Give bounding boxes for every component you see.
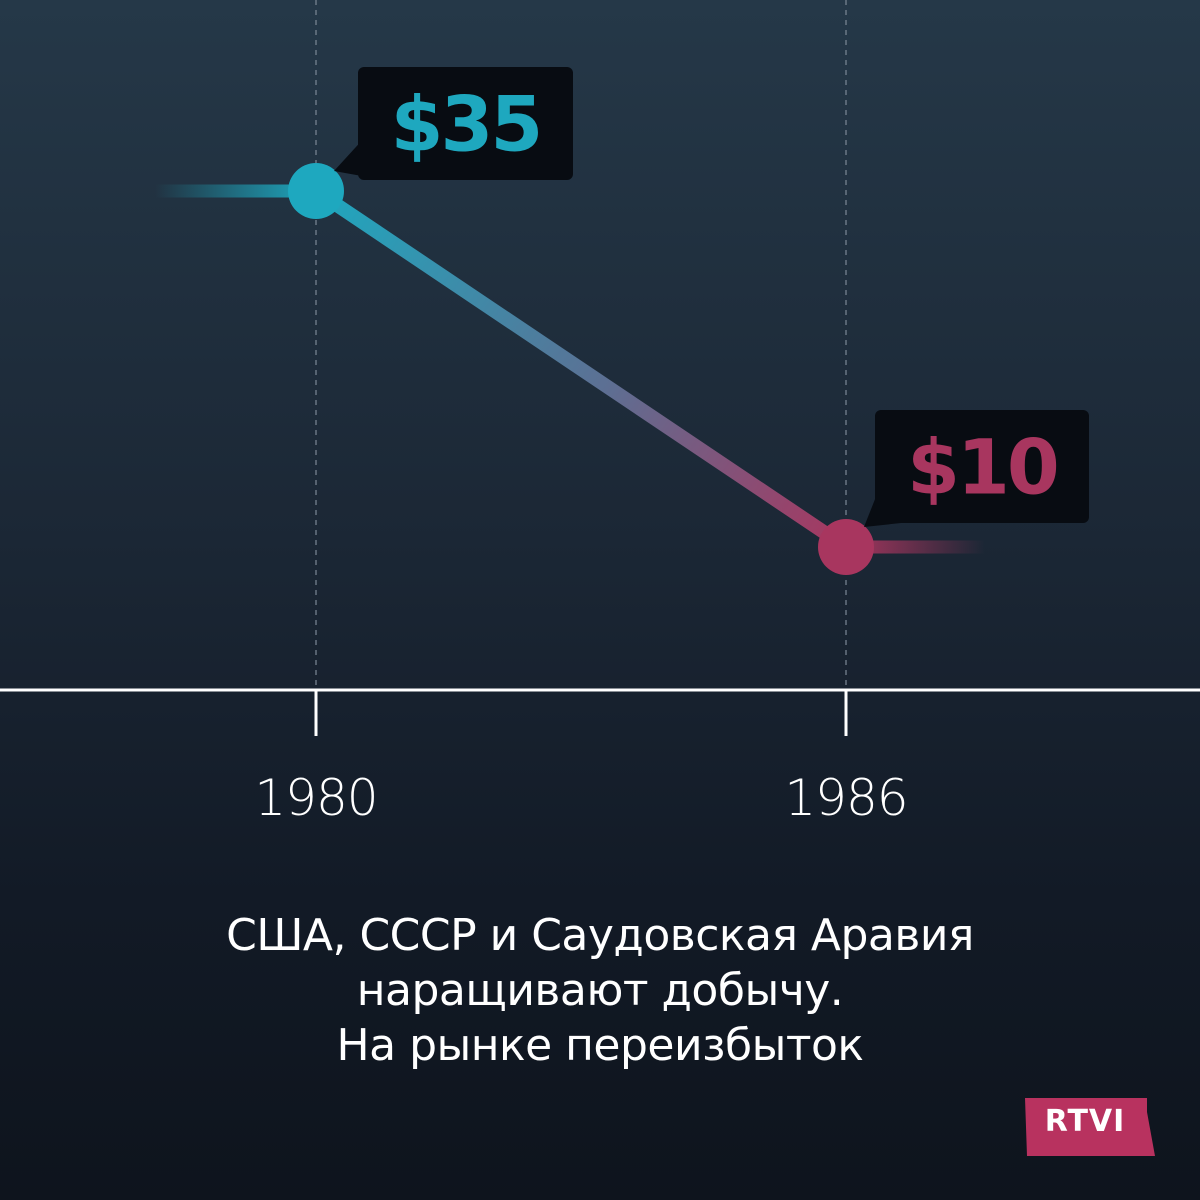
logo-shape <box>1025 1098 1155 1156</box>
x-tick-label: 1986 <box>784 769 907 827</box>
series-line <box>155 163 985 575</box>
data-label-text: $10 <box>907 423 1057 512</box>
data-labels: $35 $10 <box>334 67 1089 527</box>
data-label-box <box>875 410 1089 523</box>
data-label-box <box>358 67 573 180</box>
caption-line: На рынке переизбыток <box>336 1020 864 1071</box>
data-label-text: $35 <box>391 80 541 169</box>
data-point <box>818 519 874 575</box>
data-point <box>288 163 344 219</box>
x-axis: 1980 1986 <box>0 688 1200 827</box>
caption-line: наращивают добычу. <box>356 965 844 1016</box>
data-label: $10 <box>864 410 1089 527</box>
series-segment <box>309 184 853 554</box>
data-label: $35 <box>334 67 573 180</box>
caption: США, СССР и Саудовская Аравия наращивают… <box>0 908 1200 1073</box>
rtvi-logo: RTVI <box>1023 1096 1157 1158</box>
x-tick-label: 1980 <box>254 769 377 827</box>
logo-text: RTVI <box>1044 1104 1126 1139</box>
caption-line: США, СССР и Саудовская Аравия <box>226 910 974 961</box>
